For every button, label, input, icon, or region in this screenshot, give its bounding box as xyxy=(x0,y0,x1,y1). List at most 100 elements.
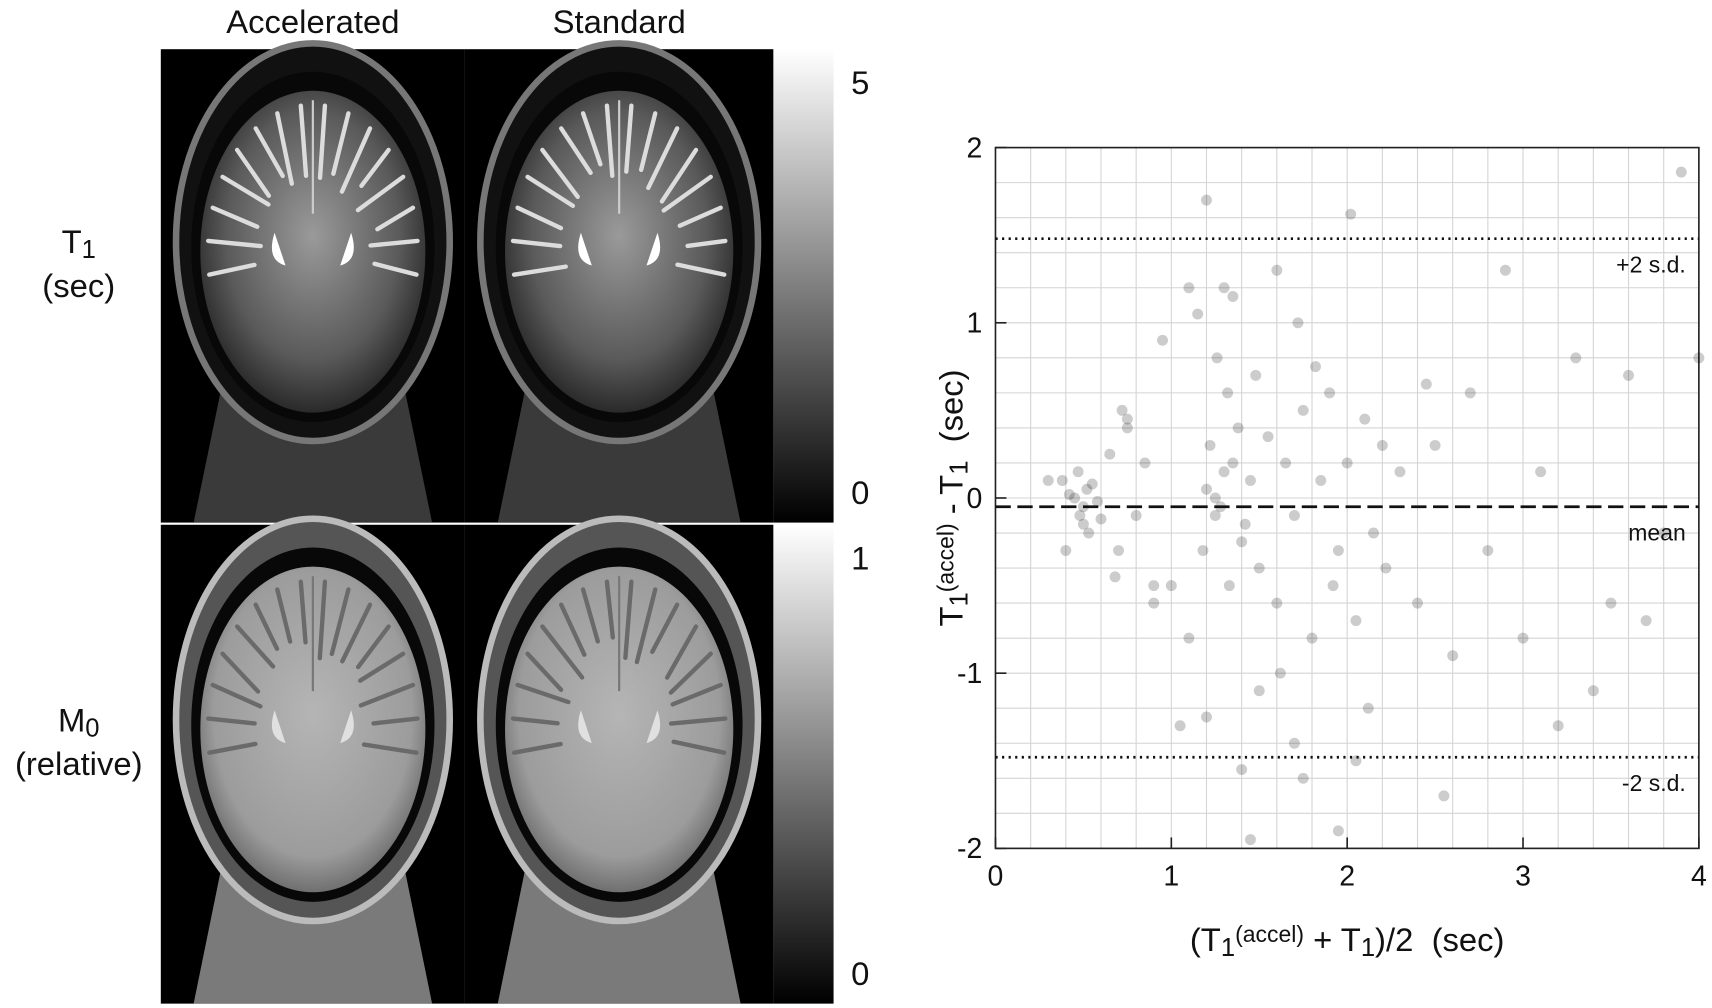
sulcus xyxy=(511,264,568,277)
data-point xyxy=(1232,422,1244,434)
sulcus xyxy=(317,103,328,181)
sulcus xyxy=(355,174,406,213)
label-part: M xyxy=(58,701,85,738)
data-point xyxy=(1056,475,1068,486)
sulcus xyxy=(559,126,593,176)
label-part: 1 xyxy=(945,592,973,606)
brain xyxy=(505,566,734,893)
data-point xyxy=(1420,378,1432,390)
sulcus xyxy=(646,126,680,191)
sulcus xyxy=(650,602,680,654)
sulcus xyxy=(511,741,563,755)
brain xyxy=(505,90,734,413)
data-point xyxy=(1130,510,1142,521)
data-point xyxy=(1552,720,1564,732)
data-point xyxy=(1197,545,1209,557)
data-point xyxy=(1218,466,1230,478)
data-point xyxy=(1271,597,1283,609)
sulcus xyxy=(510,716,560,726)
sulcus xyxy=(604,103,615,179)
sulcus xyxy=(580,111,603,167)
x-tick-label: 1 xyxy=(1163,861,1179,893)
data-point xyxy=(1223,580,1235,592)
y-axis-label: T1(accel) - T1 (sec) xyxy=(933,369,974,626)
sulcus xyxy=(206,716,257,726)
x-tick-label: 0 xyxy=(988,861,1004,893)
sulcus xyxy=(234,624,276,669)
data-point xyxy=(1139,457,1151,469)
colorbar xyxy=(773,524,834,1004)
data-point xyxy=(1253,562,1265,574)
sulcus xyxy=(675,262,727,277)
data-point xyxy=(1332,545,1344,557)
sulcus xyxy=(685,238,728,249)
data-point xyxy=(1174,720,1186,732)
data-point xyxy=(1623,369,1635,381)
label-part: 1 xyxy=(1221,934,1235,962)
data-point xyxy=(1069,492,1081,504)
sulcus xyxy=(515,205,564,231)
sulcus xyxy=(515,682,571,705)
data-point xyxy=(1209,492,1221,504)
data-point xyxy=(1332,825,1344,837)
colorbar-tick-label: 5 xyxy=(851,64,869,101)
sulcus xyxy=(661,174,713,213)
y-tick-label: -1 xyxy=(957,658,982,690)
data-point xyxy=(1109,571,1121,583)
sulcus xyxy=(580,587,600,644)
sulcus xyxy=(210,205,260,229)
reference-label: mean xyxy=(1628,520,1685,546)
sulcus xyxy=(275,111,294,186)
sulcus xyxy=(634,587,658,665)
data-point xyxy=(1218,282,1230,294)
data-point xyxy=(1253,685,1265,697)
data-point xyxy=(1201,194,1212,206)
label-part: (accel) xyxy=(933,523,959,592)
sulcus xyxy=(329,587,351,657)
x-axis-label: (T1(accel) + T1)/2 (sec) xyxy=(1190,921,1505,962)
data-point xyxy=(1429,439,1441,451)
sulcus xyxy=(234,147,272,198)
data-point xyxy=(1236,536,1248,548)
sulcus xyxy=(298,579,308,645)
colorbar-tick-label: 1 xyxy=(851,540,869,577)
y-tick-label: -2 xyxy=(957,833,982,865)
data-point xyxy=(1121,413,1133,425)
sulcus xyxy=(253,602,280,651)
data-point xyxy=(1376,439,1388,451)
row-label: (sec) xyxy=(42,267,115,304)
sulcus xyxy=(358,682,416,708)
data-point xyxy=(1183,632,1195,644)
data-point xyxy=(1368,527,1380,539)
data-point xyxy=(1640,615,1652,627)
data-point xyxy=(1292,317,1304,329)
sulcus xyxy=(671,739,727,755)
data-point xyxy=(1183,282,1195,294)
data-point xyxy=(1201,483,1212,495)
sulcus xyxy=(375,205,416,232)
sulcus xyxy=(210,682,263,709)
label-part: (sec) xyxy=(42,267,115,304)
sulcus xyxy=(339,126,373,194)
sulcus xyxy=(372,261,419,277)
data-point xyxy=(1274,667,1286,679)
data-point xyxy=(1499,264,1511,276)
x-tick-label: 2 xyxy=(1339,861,1355,893)
data-point xyxy=(1310,361,1321,373)
data-point xyxy=(1341,457,1353,469)
data-point xyxy=(1227,457,1239,469)
sulcus xyxy=(624,103,634,174)
data-point xyxy=(1288,737,1300,749)
column-label: Standard xyxy=(553,3,686,40)
data-point xyxy=(1222,387,1234,399)
data-point xyxy=(1306,632,1318,644)
data-point xyxy=(1236,764,1248,776)
colorbar xyxy=(773,49,834,523)
data-point xyxy=(1447,650,1459,662)
data-point xyxy=(1587,685,1599,697)
sulcus xyxy=(677,205,723,228)
data-point xyxy=(1121,422,1133,434)
data-point xyxy=(1327,580,1339,592)
data-point xyxy=(1412,597,1423,609)
